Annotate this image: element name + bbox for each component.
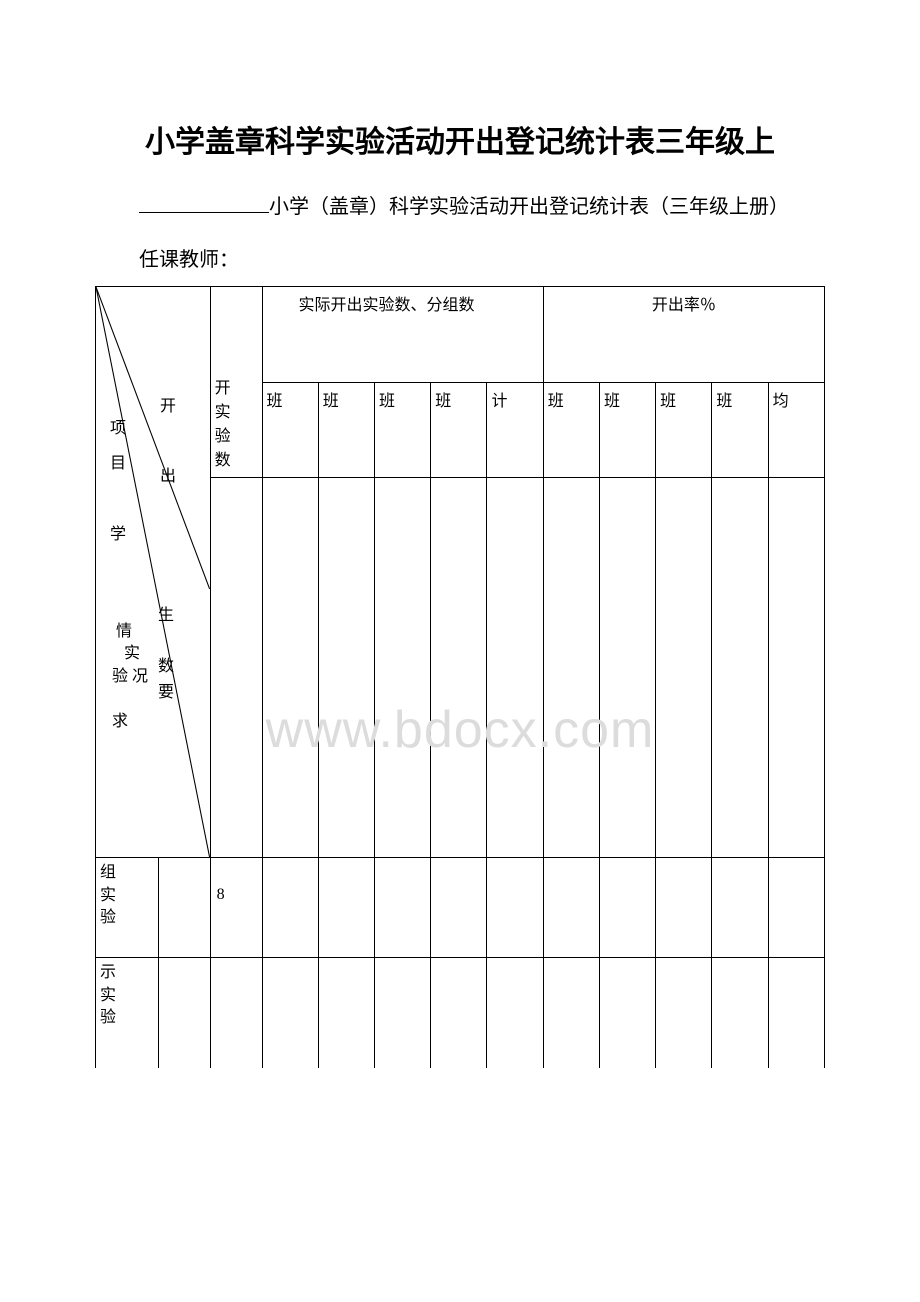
header-rate: 开出率％: [543, 287, 824, 383]
diag-label-bottom-right: 生数要: [158, 603, 174, 705]
header-exp-count: 开实验数: [210, 287, 262, 478]
subtitle-line: 小学（盖章）科学实验活动开出登记统计表（三年级上册）: [95, 189, 825, 225]
cell: [712, 478, 768, 858]
table-row: 示实验: [96, 958, 825, 1068]
cell: [712, 958, 768, 1068]
diagonal-header-cell: 项目学 开出 情 实验 况求 生数要: [96, 287, 211, 858]
cell: [318, 858, 374, 958]
diag-label-project: 项目学: [110, 411, 126, 552]
cell: [656, 858, 712, 958]
cell: [768, 858, 824, 958]
cell: [599, 858, 655, 958]
col-total: 计: [487, 382, 543, 478]
page-title: 小学盖章科学实验活动开出登记统计表三年级上: [95, 120, 825, 165]
cell: [375, 478, 431, 858]
cell: [656, 478, 712, 858]
cell: [656, 958, 712, 1068]
cell: [599, 958, 655, 1068]
cell: [431, 478, 487, 858]
subtitle-text: 小学（盖章）科学实验活动开出登记统计表（三年级上册）: [269, 196, 789, 218]
cell: [543, 958, 599, 1068]
col-rate-2: 班: [599, 382, 655, 478]
row-label-group-exp: 组实验: [96, 858, 159, 958]
cell: [375, 958, 431, 1068]
col-class-4: 班: [431, 382, 487, 478]
cell: [262, 858, 318, 958]
col-rate-4: 班: [712, 382, 768, 478]
col-class-3: 班: [375, 382, 431, 478]
cell: [487, 858, 543, 958]
cell: [262, 478, 318, 858]
cell: [158, 858, 210, 958]
cell: [210, 478, 262, 858]
cell: [543, 858, 599, 958]
teacher-label: 任课教师：: [95, 243, 825, 272]
cell: [210, 958, 262, 1068]
cell: [768, 478, 824, 858]
cell: [375, 858, 431, 958]
cell: [318, 478, 374, 858]
cell: [543, 478, 599, 858]
col-class-1: 班: [262, 382, 318, 478]
cell: [487, 478, 543, 858]
diag-label-bottom-left: 情 实验 况求: [112, 621, 148, 733]
cell: [262, 958, 318, 1068]
header-actual-group: 实际开出实验数、分组数: [262, 287, 543, 383]
cell: [431, 958, 487, 1068]
row-label-demo-exp: 示实验: [96, 958, 159, 1068]
cell: [318, 958, 374, 1068]
col-avg: 均: [768, 382, 824, 478]
document-page: www.bdocx.com 小学盖章科学实验活动开出登记统计表三年级上 小学（盖…: [0, 0, 920, 1302]
cell: [768, 958, 824, 1068]
diag-label-open: 开出: [160, 389, 176, 495]
cell: [487, 958, 543, 1068]
cell: [712, 858, 768, 958]
cell-value-8: 8: [210, 858, 262, 958]
cell: [599, 478, 655, 858]
cell: [431, 858, 487, 958]
header-row-1: 项目学 开出 情 实验 况求 生数要 开实验数 实际开出实验数、分组数 开出率％: [96, 287, 825, 383]
blank-underline: [139, 193, 269, 213]
statistics-table: 项目学 开出 情 实验 况求 生数要 开实验数 实际开出实验数、分组数 开出率％…: [95, 286, 825, 1068]
col-rate-1: 班: [543, 382, 599, 478]
col-class-2: 班: [318, 382, 374, 478]
col-rate-3: 班: [656, 382, 712, 478]
cell: [158, 958, 210, 1068]
table-row: 组实验 8: [96, 858, 825, 958]
